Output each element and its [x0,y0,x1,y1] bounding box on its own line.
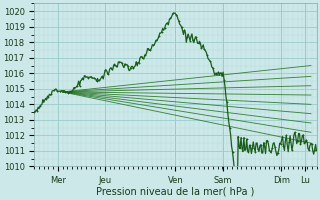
X-axis label: Pression niveau de la mer( hPa ): Pression niveau de la mer( hPa ) [96,187,255,197]
